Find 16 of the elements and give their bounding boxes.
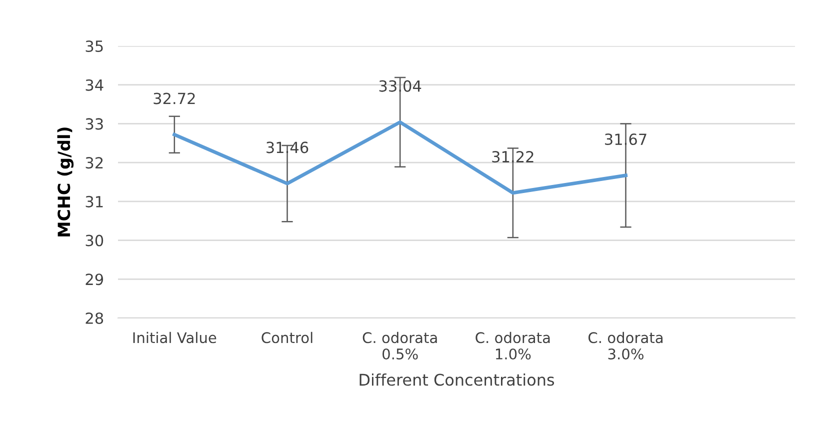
x-tick-label: C. odorata 0.5% (362, 332, 437, 360)
y-tick-label: 29 (86, 274, 104, 286)
y-tick-label: 34 (86, 79, 104, 91)
y-axis-title: MCHC (g/dl) (57, 128, 74, 236)
data-label: 32.72 (154, 92, 195, 104)
y-tick-label: 28 (86, 312, 104, 324)
y-tick-label: 30 (86, 234, 104, 246)
x-tick-label: C. odorata 3.0% (588, 332, 662, 360)
x-tick-label: Control (262, 332, 312, 344)
y-tick-label: 31 (86, 196, 103, 208)
x-axis-title: Different Concentrations (360, 373, 554, 386)
x-tick-label: C. odorata 1.0% (476, 332, 550, 360)
x-tick-label: Initial Value (133, 332, 216, 344)
y-tick-label: 33 (86, 118, 103, 130)
y-tick-label: 32 (86, 157, 103, 169)
y-tick-label: 35 (86, 40, 103, 52)
